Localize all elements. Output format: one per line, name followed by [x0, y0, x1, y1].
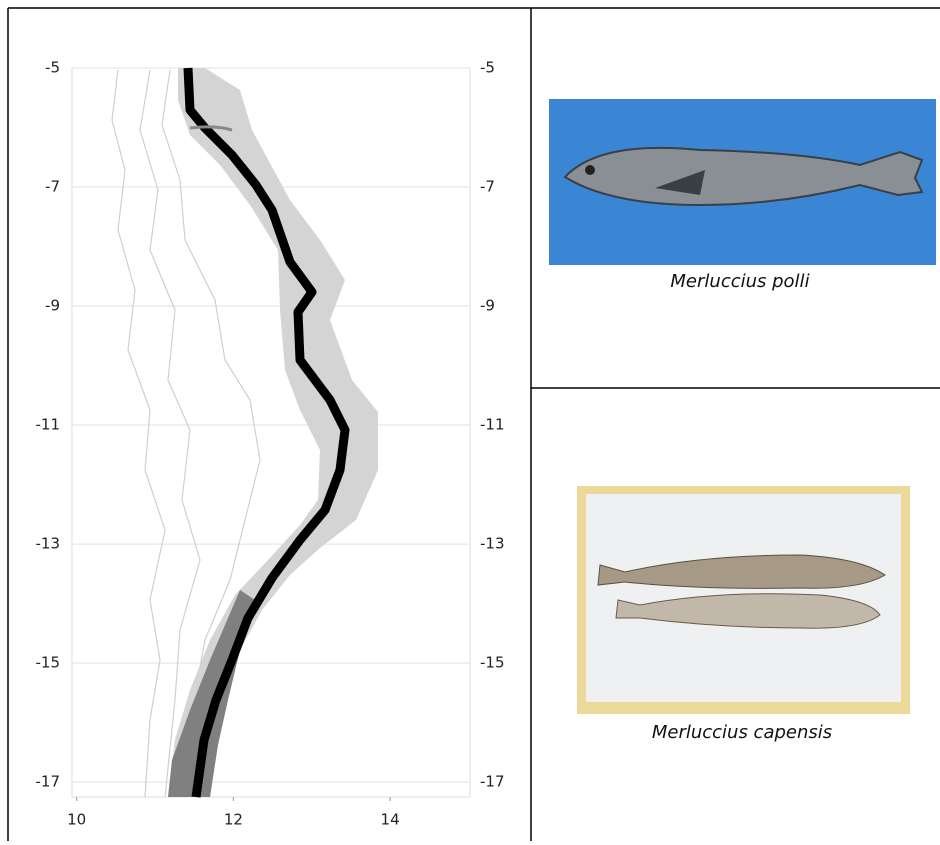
y-tick-label: -9: [45, 297, 60, 315]
y-tick-label-right: -7: [480, 178, 495, 196]
y-tick-label-right: -9: [480, 297, 495, 315]
photo-capensis: [577, 486, 910, 714]
map: -5 -5 -7 -7 -9 -9 -11 -11 -13 -13 -15 -15 -17 -17 10 12…: [36, 59, 505, 829]
y-tick-label: -5: [45, 59, 60, 77]
y-tick-label-right: -5: [480, 59, 495, 77]
y-tick-label: -17: [36, 773, 61, 791]
caption: Merluccius polli: [670, 271, 809, 292]
photo-polli: [549, 99, 936, 265]
document: -5 -5 -7 -7 -9 -9 -11 -11 -13 -13 -15 -15 -17 -17 10 12…: [0, 0, 940, 841]
y-tick-label-right: -15: [480, 654, 505, 672]
x-tick-label: 12: [224, 811, 243, 829]
page: -5 -5 -7 -7 -9 -9 -11 -11 -13 -13 -15 -15 -17 -17 10 12…: [0, 0, 940, 841]
y-tick-label: -11: [36, 416, 61, 434]
x-tick-label: 14: [381, 811, 400, 829]
y-tick-label-right: -17: [480, 773, 505, 791]
y-tick-label-right: -13: [480, 535, 505, 553]
caption: Merluccius capensis: [652, 722, 832, 743]
y-tick-label-right: -11: [480, 416, 505, 434]
y-tick-label: -15: [36, 654, 61, 672]
y-tick-label: -7: [45, 178, 60, 196]
y-tick-label: -13: [36, 535, 61, 553]
x-tick-label: 10: [67, 811, 86, 829]
